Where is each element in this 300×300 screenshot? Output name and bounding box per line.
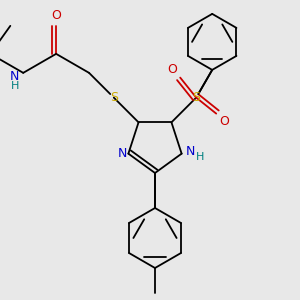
Text: H: H (196, 152, 204, 162)
Text: S: S (192, 91, 200, 104)
Text: S: S (110, 91, 118, 104)
Text: N: N (186, 145, 195, 158)
Text: H: H (11, 81, 19, 91)
Text: O: O (51, 9, 61, 22)
Text: N: N (118, 147, 127, 160)
Text: N: N (10, 70, 19, 83)
Text: O: O (167, 63, 177, 76)
Text: O: O (219, 115, 229, 128)
